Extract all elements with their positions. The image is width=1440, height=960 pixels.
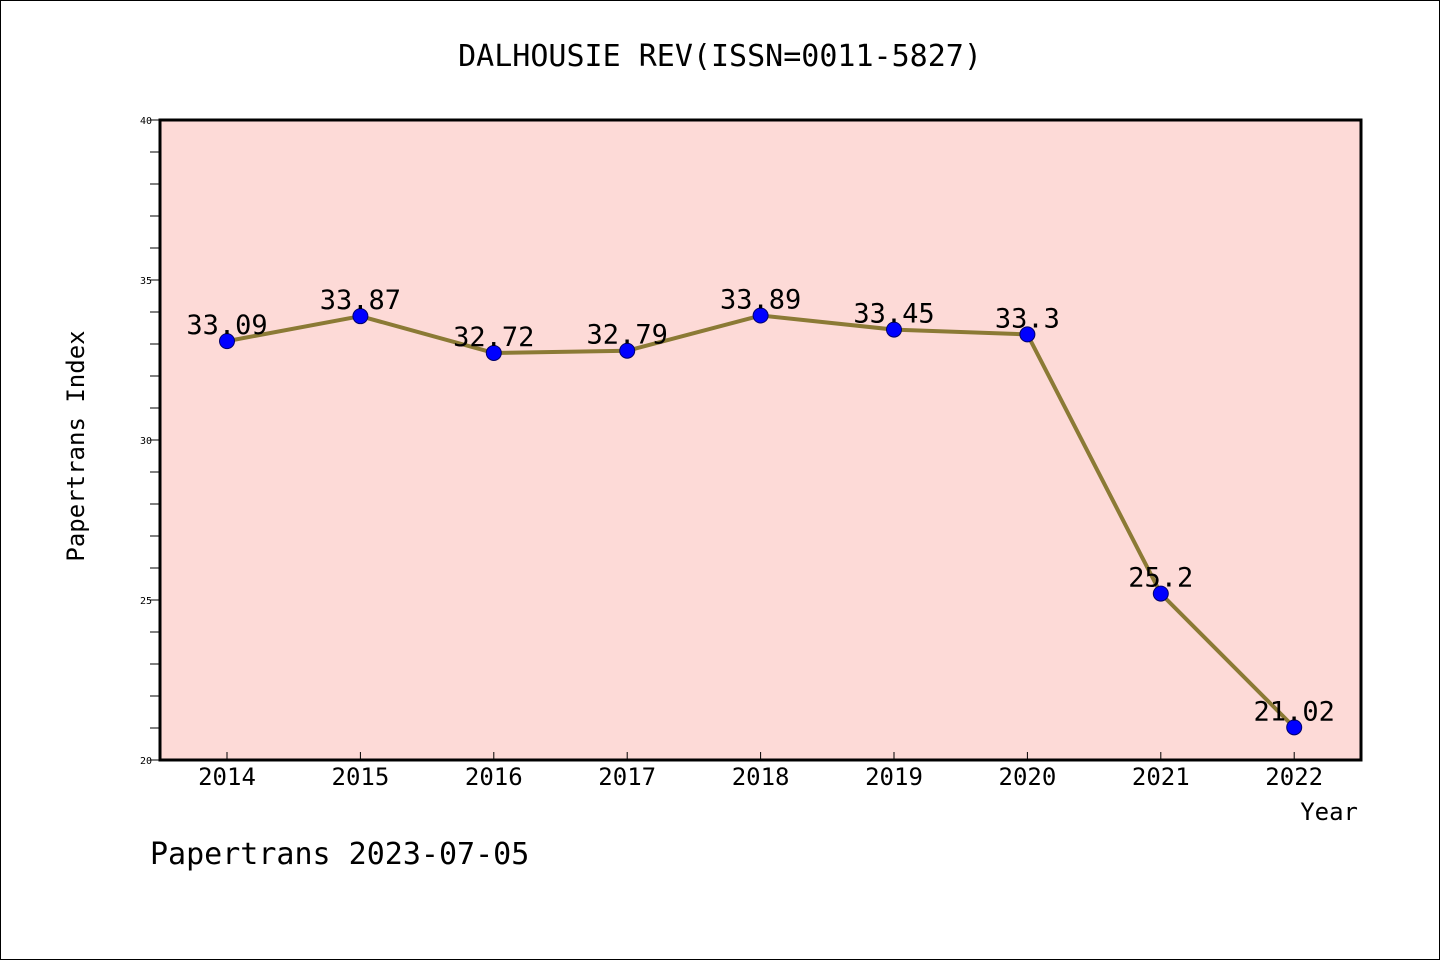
x-axis-ticks: 2014 2015 2016 2017 2018 2019 2020 2021 2022 bbox=[198, 752, 1323, 791]
x-tick-label: 2016 bbox=[465, 763, 523, 791]
x-tick-label: 2015 bbox=[332, 763, 390, 791]
data-point bbox=[219, 333, 235, 350]
data-point bbox=[752, 307, 769, 324]
data-label: 25.2 bbox=[1128, 563, 1193, 594]
plot-area bbox=[158, 118, 1363, 762]
data-label: 33.09 bbox=[186, 310, 267, 341]
y-axis-ticks: 20 25 30 35 40 bbox=[140, 116, 160, 767]
x-tick-label: 2021 bbox=[1132, 763, 1190, 791]
chart-title: DALHOUSIE REV(ISSN=0011-5827) bbox=[458, 39, 982, 74]
data-label: 32.72 bbox=[453, 322, 534, 353]
data-label: 21.02 bbox=[1254, 696, 1335, 727]
data-point bbox=[1019, 326, 1036, 343]
data-point bbox=[1286, 719, 1303, 736]
footer-text: Papertrans 2023-07-05 bbox=[150, 837, 529, 872]
data-point bbox=[619, 342, 636, 359]
y-axis-label: Papertrans Index bbox=[62, 330, 90, 561]
x-tick-label: 2019 bbox=[865, 763, 923, 791]
data-point bbox=[352, 308, 369, 325]
data-point bbox=[1152, 585, 1169, 602]
data-labels: 33.09 33.87 32.72 32.79 33.89 33.45 33.3 25.2 21… bbox=[186, 285, 1334, 728]
data-label: 33.3 bbox=[995, 303, 1060, 334]
x-tick-label: 2020 bbox=[999, 763, 1057, 791]
x-tick-label: 2022 bbox=[1265, 763, 1323, 791]
data-point bbox=[886, 321, 902, 338]
y-tick-label: 35 bbox=[140, 276, 152, 287]
data-label: 33.45 bbox=[853, 299, 934, 330]
data-label: 32.79 bbox=[587, 320, 668, 351]
x-tick-label: 2018 bbox=[732, 763, 790, 791]
data-point bbox=[485, 344, 502, 361]
y-tick-label: 25 bbox=[140, 596, 152, 607]
x-tick-label: 2017 bbox=[598, 763, 656, 791]
y-tick-label: 20 bbox=[140, 756, 152, 767]
data-label: 33.89 bbox=[720, 285, 801, 316]
y-tick-label: 30 bbox=[140, 436, 152, 447]
x-axis-label: Year bbox=[1300, 798, 1358, 826]
x-tick-label: 2014 bbox=[198, 763, 256, 791]
data-label: 33.87 bbox=[320, 285, 401, 316]
series-group bbox=[219, 307, 1303, 736]
y-tick-label: 40 bbox=[140, 116, 152, 127]
